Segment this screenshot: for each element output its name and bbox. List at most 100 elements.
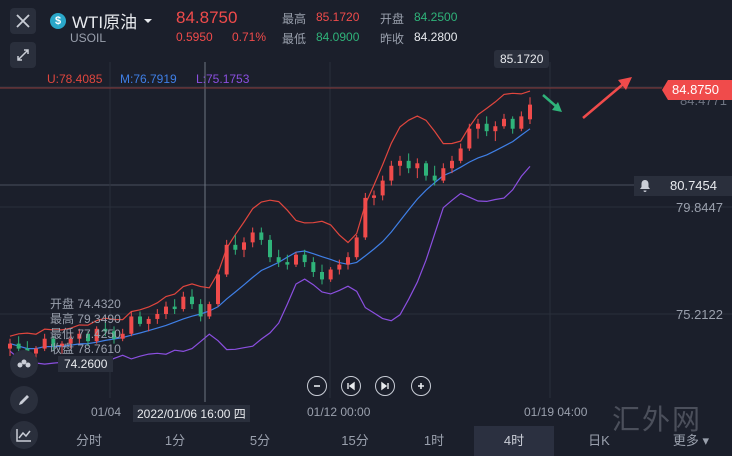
upper-band-line [9, 90, 531, 337]
candle-body [450, 160, 454, 169]
zoom-in-icon [418, 383, 424, 389]
open-label: 开盘 [380, 12, 405, 26]
ch-open-label: 开盘 [50, 297, 75, 311]
boll-lower-legend: L:75.1753 [196, 72, 250, 86]
chart-overlay [542, 77, 632, 119]
candle-body [129, 316, 134, 334]
candle-body [259, 232, 264, 240]
candle-body [34, 348, 38, 354]
candle-body [346, 257, 350, 265]
next-button[interactable] [375, 376, 395, 396]
indicator-button[interactable] [10, 350, 38, 378]
candle-body [155, 314, 160, 319]
timeframe-tab-6[interactable]: 日K [588, 433, 610, 448]
timeframe-tab-5[interactable]: 4时 [474, 426, 554, 456]
candle-body [510, 118, 515, 129]
close-button[interactable] [10, 8, 36, 34]
candle-body [415, 163, 420, 169]
candle-body [285, 262, 290, 265]
candle-body [328, 269, 333, 280]
prev-icon [347, 381, 355, 391]
boll-middle-legend: M:76.7919 [120, 72, 177, 86]
timeframe-tab-7[interactable]: 更多 ▾ [672, 433, 710, 448]
candle-body [398, 160, 402, 166]
zoom-in-button[interactable] [411, 376, 431, 396]
candle-body [424, 163, 428, 176]
next-icon [381, 381, 389, 391]
price-tag-shape [662, 80, 732, 100]
low-value: 84.0900 [316, 30, 360, 44]
symbol-selector[interactable]: $ WTI原油 [50, 8, 153, 33]
symbol-code: USOIL [70, 31, 107, 45]
candle-body [68, 338, 73, 344]
candle-body [112, 331, 116, 339]
more-chevron-icon: ▾ [698, 433, 710, 448]
candle-body [94, 328, 99, 342]
candle-body [406, 160, 411, 169]
cursor-price-tag: 74.2600 [58, 356, 114, 372]
candle-body [103, 328, 108, 332]
low-label: 最低 [282, 32, 307, 46]
price-change-pct: 0.71% [232, 30, 267, 44]
x-label-1: 01/04 [91, 405, 122, 419]
ch-close-value: 78.7610 [77, 342, 121, 356]
candle-body [86, 333, 90, 342]
expand-button[interactable] [10, 42, 36, 68]
x-label-4: 01/19 04:00 [524, 405, 588, 419]
candle-body [216, 274, 220, 305]
timeframe-tab-3[interactable]: 15分 [341, 433, 369, 448]
candle-body [389, 165, 394, 181]
candle-body [441, 168, 446, 181]
candle-body [77, 333, 82, 339]
prev-close-label: 昨收 [380, 32, 405, 46]
candle-body [276, 257, 281, 263]
candle-body [458, 148, 463, 161]
candle-body [60, 343, 64, 347]
candle-body [528, 104, 532, 120]
current-price-tag: 84.8750 [662, 80, 732, 105]
last-price: 84.8750 [176, 8, 238, 27]
candle-body [467, 128, 472, 149]
indicator-icon [17, 359, 31, 368]
candle-body [181, 296, 186, 310]
zoom-out-button[interactable] [307, 376, 327, 396]
candle-body [372, 195, 376, 198]
x-label-crosshair: 2022/01/06 16:00 四 [133, 405, 250, 422]
timeframe-tab-2[interactable]: 5分 [249, 433, 271, 448]
candle-body [16, 343, 21, 349]
candle-body [51, 338, 56, 347]
prev-close-value: 84.2800 [414, 30, 458, 44]
candle-body [268, 239, 272, 258]
zoom-out-icon [314, 385, 320, 387]
timeframe-tab-1[interactable]: 1分 [164, 433, 186, 448]
price-change: 0.5950 [176, 30, 213, 44]
symbol-name: WTI原油 [72, 13, 138, 32]
ch-high-label: 最高 [50, 312, 75, 326]
chart-type-button[interactable] [10, 421, 38, 449]
candle-body [233, 244, 238, 250]
bell-icon [640, 180, 650, 192]
ch-low-value: 77.4250 [77, 327, 121, 341]
candle-body [354, 237, 359, 258]
ch-high-value: 79.3490 [77, 312, 121, 326]
timeframe-tab-4[interactable]: 1时 [423, 433, 445, 448]
open-value: 84.2500 [414, 10, 458, 24]
candle-body [242, 242, 246, 250]
symbol-logo-icon: $ [50, 12, 66, 29]
candle-body [320, 272, 324, 280]
candle-body [224, 244, 229, 275]
x-label-3: 01/12 00:00 [307, 405, 371, 419]
expand-icon [17, 49, 29, 61]
candle-body [172, 306, 177, 310]
red-arrow-line [582, 79, 629, 119]
draw-button[interactable] [10, 386, 38, 414]
alert-price-row[interactable]: 80.7454 [634, 176, 732, 196]
ch-close-label: 收盘 [50, 342, 75, 356]
candle-body [198, 304, 203, 317]
candle-body [337, 264, 342, 270]
current-price-text: 84.8750 [672, 82, 719, 97]
candle-body [138, 316, 142, 324]
prev-button[interactable] [341, 376, 361, 396]
timeframe-tab-0[interactable]: 分时 [75, 433, 102, 448]
